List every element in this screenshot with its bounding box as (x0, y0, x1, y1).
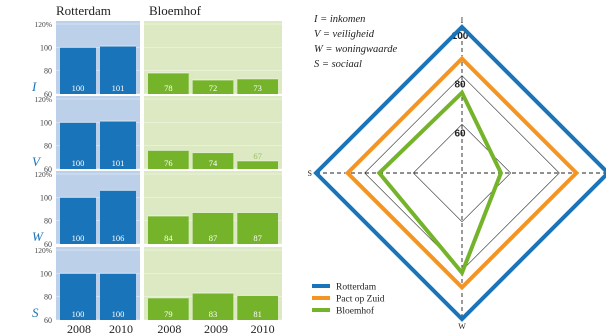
bar-value-label: 83 (209, 309, 218, 319)
panel-label: I (31, 79, 37, 94)
bar-small-multiples: Rotterdam Bloemhof 120% 100 80 60 I 100 101 78 72 7… (31, 3, 282, 336)
axis-definition: S = sociaal (314, 59, 362, 70)
y-tick-label: 80 (44, 293, 52, 302)
bar-value-label: 100 (72, 309, 85, 319)
legend-label: Pact op Zuid (336, 295, 385, 305)
bar-value-label: 100 (72, 233, 85, 243)
x-axis-year-label: 2009 (204, 322, 228, 336)
column-title-rotterdam: Rotterdam (56, 3, 111, 18)
y-tick-label: 120% (35, 20, 53, 29)
y-tick-label: 100 (40, 118, 52, 127)
bar-value-label: 76 (164, 158, 173, 168)
y-tick-label: 80 (44, 142, 52, 151)
x-axis-year-label: 2010 (109, 322, 133, 336)
ring-value-label: 80 (454, 80, 466, 91)
y-tick-label: 100 (40, 43, 52, 52)
bar-value-label: 87 (253, 233, 262, 243)
bar-value-label: 100 (72, 158, 85, 168)
y-tick-label: 120% (35, 170, 53, 179)
bar-value-label: 101 (112, 158, 125, 168)
radar-series-bloemhof (379, 93, 501, 273)
y-tick-label: 80 (44, 217, 52, 226)
x-axis-year-label: 2008 (157, 322, 181, 336)
panel-label: W (32, 229, 44, 244)
bar-value-label: 87 (209, 233, 218, 243)
y-tick-label: 120% (35, 95, 53, 104)
bar-value-label: 74 (209, 158, 218, 168)
ring-value-label: 60 (454, 128, 466, 139)
y-tick-label: 100 (40, 193, 52, 202)
bar-panel-s: 120% 100 80 60 S 100 100 79 83 81 (32, 246, 282, 325)
bar-value-label: 72 (209, 83, 218, 93)
bar-bloemhof (237, 161, 278, 169)
panel-label: V (32, 154, 42, 169)
panel-label: S (32, 305, 39, 320)
bar-value-label: 79 (164, 309, 173, 319)
bar-value-label: 106 (112, 233, 125, 243)
bar-value-label: 101 (112, 83, 125, 93)
axis-definition: V = veiligheid (314, 29, 375, 40)
y-tick-label: 120% (35, 246, 53, 255)
legend-label: Rotterdam (336, 283, 377, 293)
radar-axis-label: W (458, 322, 466, 331)
legend-label: Bloemhof (336, 306, 375, 317)
radar-chart: I = inkomen V = veiligheid W = woningwaard… (308, 14, 606, 331)
axis-definition: W = woningwaarde (314, 44, 397, 55)
bar-value-label: 100 (112, 309, 125, 319)
y-tick-label: 100 (40, 269, 52, 278)
bar-value-label: 100 (72, 83, 85, 93)
column-title-bloemhof: Bloemhof (149, 3, 202, 18)
bar-value-label: 78 (164, 83, 173, 93)
x-axis-year-label: 2010 (251, 322, 275, 336)
radar-axis-label: I (461, 16, 464, 25)
bar-value-label: 81 (253, 309, 262, 319)
bar-value-label: 84 (164, 233, 173, 243)
y-tick-label: 80 (44, 67, 52, 76)
bar-value-label: 73 (253, 83, 262, 93)
x-axis-year-label: 2008 (67, 322, 91, 336)
bar-value-label: 67 (253, 151, 262, 161)
radar-axis-label: S (308, 169, 312, 178)
axis-definition: I = inkomen (313, 14, 365, 25)
y-tick-label: 60 (44, 316, 52, 325)
